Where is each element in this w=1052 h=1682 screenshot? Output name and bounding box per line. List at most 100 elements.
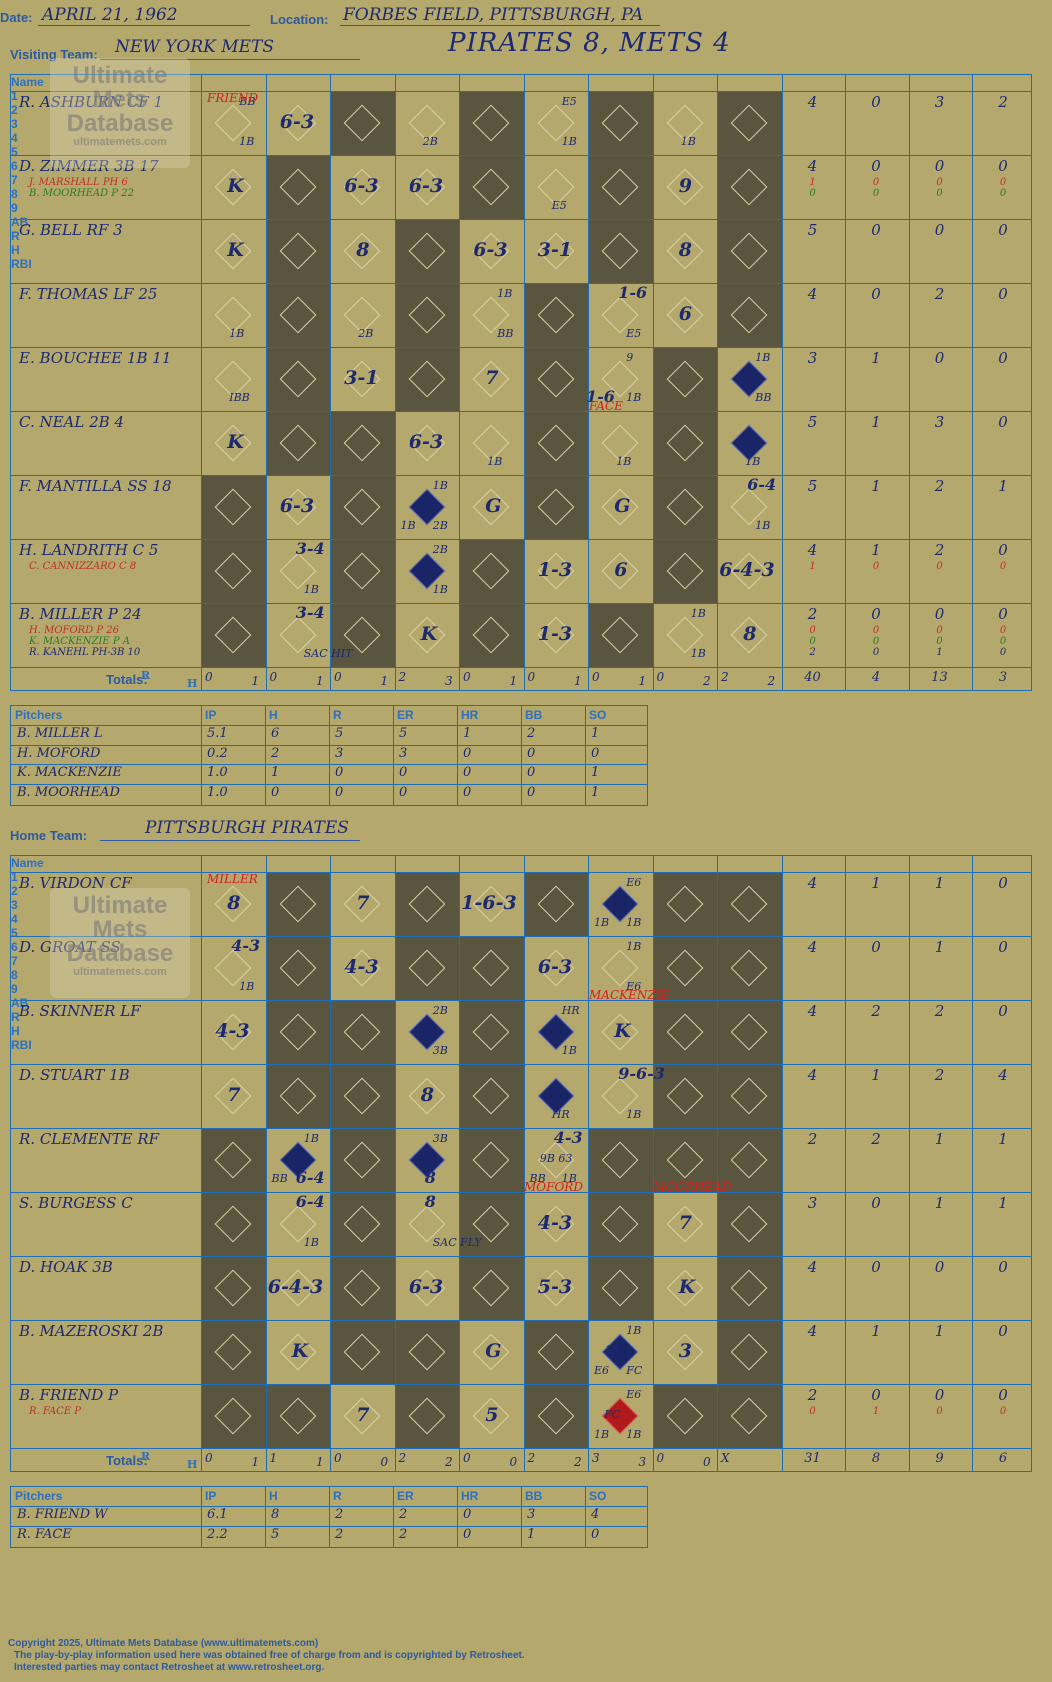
home-play-result: 6-4 xyxy=(295,1192,325,1211)
visitor-play-result: 3-4 xyxy=(295,603,325,622)
home-play-result: 4-3 xyxy=(537,1212,573,1234)
visitor-unused-cell xyxy=(459,539,524,603)
visitor-play-note: 1B xyxy=(432,479,448,492)
visitor-play-note: 1B xyxy=(755,519,771,532)
home-pitch-row-line xyxy=(11,1525,647,1527)
visitor-unused-cell xyxy=(652,539,717,603)
home-play-result: 8 xyxy=(424,1192,436,1211)
home-unused-cell xyxy=(523,872,588,936)
visitor-unused-cell xyxy=(265,283,330,347)
visiting-team-name: NEW YORK METS xyxy=(115,37,275,57)
home-pitch-col-line xyxy=(329,1487,330,1547)
footer-retrosheet: The play-by-play information used here w… xyxy=(14,1650,525,1661)
watermark-text: Database xyxy=(66,110,174,137)
home-unused-cell xyxy=(459,1192,524,1256)
visitor-total-h: 13 xyxy=(931,670,948,685)
visitor-play-note: 1B xyxy=(745,455,761,468)
home-unused-cell xyxy=(330,1128,395,1192)
visitor-stat-h: 0 xyxy=(934,605,945,623)
home-play-note: BB xyxy=(271,1172,288,1185)
home-play-note: 1B xyxy=(561,1172,577,1185)
visitor-play-result: 7 xyxy=(485,367,499,389)
home-play-result: 4-3 xyxy=(553,1128,583,1147)
visitor-unused-cell xyxy=(717,91,782,155)
visitor-unused-cell xyxy=(265,155,330,219)
home-player-name: D. GROAT SS xyxy=(19,938,121,956)
visitor-play-result: 6-3 xyxy=(279,111,315,133)
visitor-col-line xyxy=(523,75,525,690)
home-play-note: 1B xyxy=(626,1324,642,1337)
visitor-pitcher-stat: 0 xyxy=(463,784,472,800)
visitor-unused-cell xyxy=(523,283,588,347)
visitor-unused-cell xyxy=(201,603,266,667)
home-play-note: FC xyxy=(626,1364,643,1377)
home-pitcher-stat: 2.2 xyxy=(207,1526,228,1542)
visitor-pitcher-name: H. MOFORD xyxy=(17,745,101,761)
home-pitch-col-line xyxy=(585,1487,586,1547)
home-play-result: G xyxy=(485,1340,502,1362)
visitor-header-inning-5: 5 xyxy=(11,145,18,159)
visitor-play-note: 1B xyxy=(432,583,448,596)
pitcher-change-friend: FRIEND xyxy=(207,91,258,105)
home-play-note: 1B xyxy=(561,1044,577,1057)
home-col-line xyxy=(652,856,654,1471)
visitor-player-name: F. THOMAS LF 25 xyxy=(19,285,158,303)
visitor-header-inning-3: 3 xyxy=(11,117,18,131)
home-col-line xyxy=(459,856,460,1471)
home-stat-ab: 4 xyxy=(807,1258,818,1276)
home-stat-h: 1 xyxy=(934,874,945,892)
visitor-stat-h: 2 xyxy=(934,285,945,303)
visitor-unused-cell xyxy=(588,91,653,155)
visitor-header-r: R xyxy=(11,229,20,243)
home-header-inning-4: 4 xyxy=(11,912,18,926)
home-row-line xyxy=(11,1384,1031,1385)
home-col-line xyxy=(908,856,910,1471)
watermark-logo: Ultimate Mets Database ultimatemets.com xyxy=(50,58,190,168)
visitor-totals-label: Totals: xyxy=(106,672,148,687)
home-substitute-stat: 1 xyxy=(872,1406,880,1417)
visitor-inning-hits: 1 xyxy=(638,674,647,688)
visitor-substitute-stat: 0 xyxy=(999,636,1007,647)
visitor-play-note: 9 xyxy=(626,351,634,364)
home-play-result: 8 xyxy=(420,1084,434,1106)
visitor-play-note: 1B xyxy=(616,455,632,468)
visitor-inning-runs: 0 xyxy=(463,670,471,684)
visitor-substitute-name: K. MACKENZIE P A xyxy=(29,636,130,647)
home-inning-hits: 3 xyxy=(638,1455,647,1469)
visitor-substitute-stat: 0 xyxy=(809,636,816,647)
visitor-pitch-header-bb: BB xyxy=(525,708,543,722)
visitor-play-note: IBB xyxy=(229,391,250,404)
home-col-line xyxy=(717,856,718,1471)
home-total-h: 9 xyxy=(935,1451,944,1466)
home-stat-h: 2 xyxy=(934,1066,945,1084)
visitor-play-note: 2B xyxy=(432,519,448,532)
visitor-header-inning-2: 2 xyxy=(11,103,18,117)
home-header-rbi: RBI xyxy=(11,1038,32,1052)
visitor-inning-runs: 0 xyxy=(527,670,536,684)
home-play-result: 4-3 xyxy=(215,1020,250,1042)
visitor-substitute-stat: 2 xyxy=(809,647,816,658)
visitor-pitcher-stat: 0 xyxy=(399,765,408,780)
home-unused-cell xyxy=(330,1000,395,1064)
home-unused-cell xyxy=(330,1192,395,1256)
visitor-pitch-col-line xyxy=(329,706,330,805)
visitor-unused-cell xyxy=(201,475,266,539)
visitor-player-name: R. ASHBURN CF 1 xyxy=(19,93,164,111)
home-unused-cell xyxy=(201,1384,266,1448)
visitor-pitch-col-line xyxy=(457,706,458,805)
visitor-player-name: F. MANTILLA SS 18 xyxy=(19,477,172,495)
home-col-line xyxy=(201,856,202,1471)
watermark-text: Database xyxy=(66,940,174,967)
visitor-unused-cell xyxy=(459,91,524,155)
home-unused-cell xyxy=(717,1000,782,1064)
home-play-result: 6-4 xyxy=(295,1168,325,1187)
visitor-header-rbi: RBI xyxy=(11,257,32,271)
home-play-note: BB xyxy=(529,1172,546,1185)
visitor-pitcher-stat: 6 xyxy=(271,726,280,741)
visitor-play-result: 6-3 xyxy=(473,239,508,261)
home-unused-cell xyxy=(330,1320,395,1384)
home-inning-runs: 1 xyxy=(269,1451,278,1465)
visitor-play-result: 3-1 xyxy=(537,239,573,261)
home-pitch-col-line xyxy=(393,1487,394,1547)
